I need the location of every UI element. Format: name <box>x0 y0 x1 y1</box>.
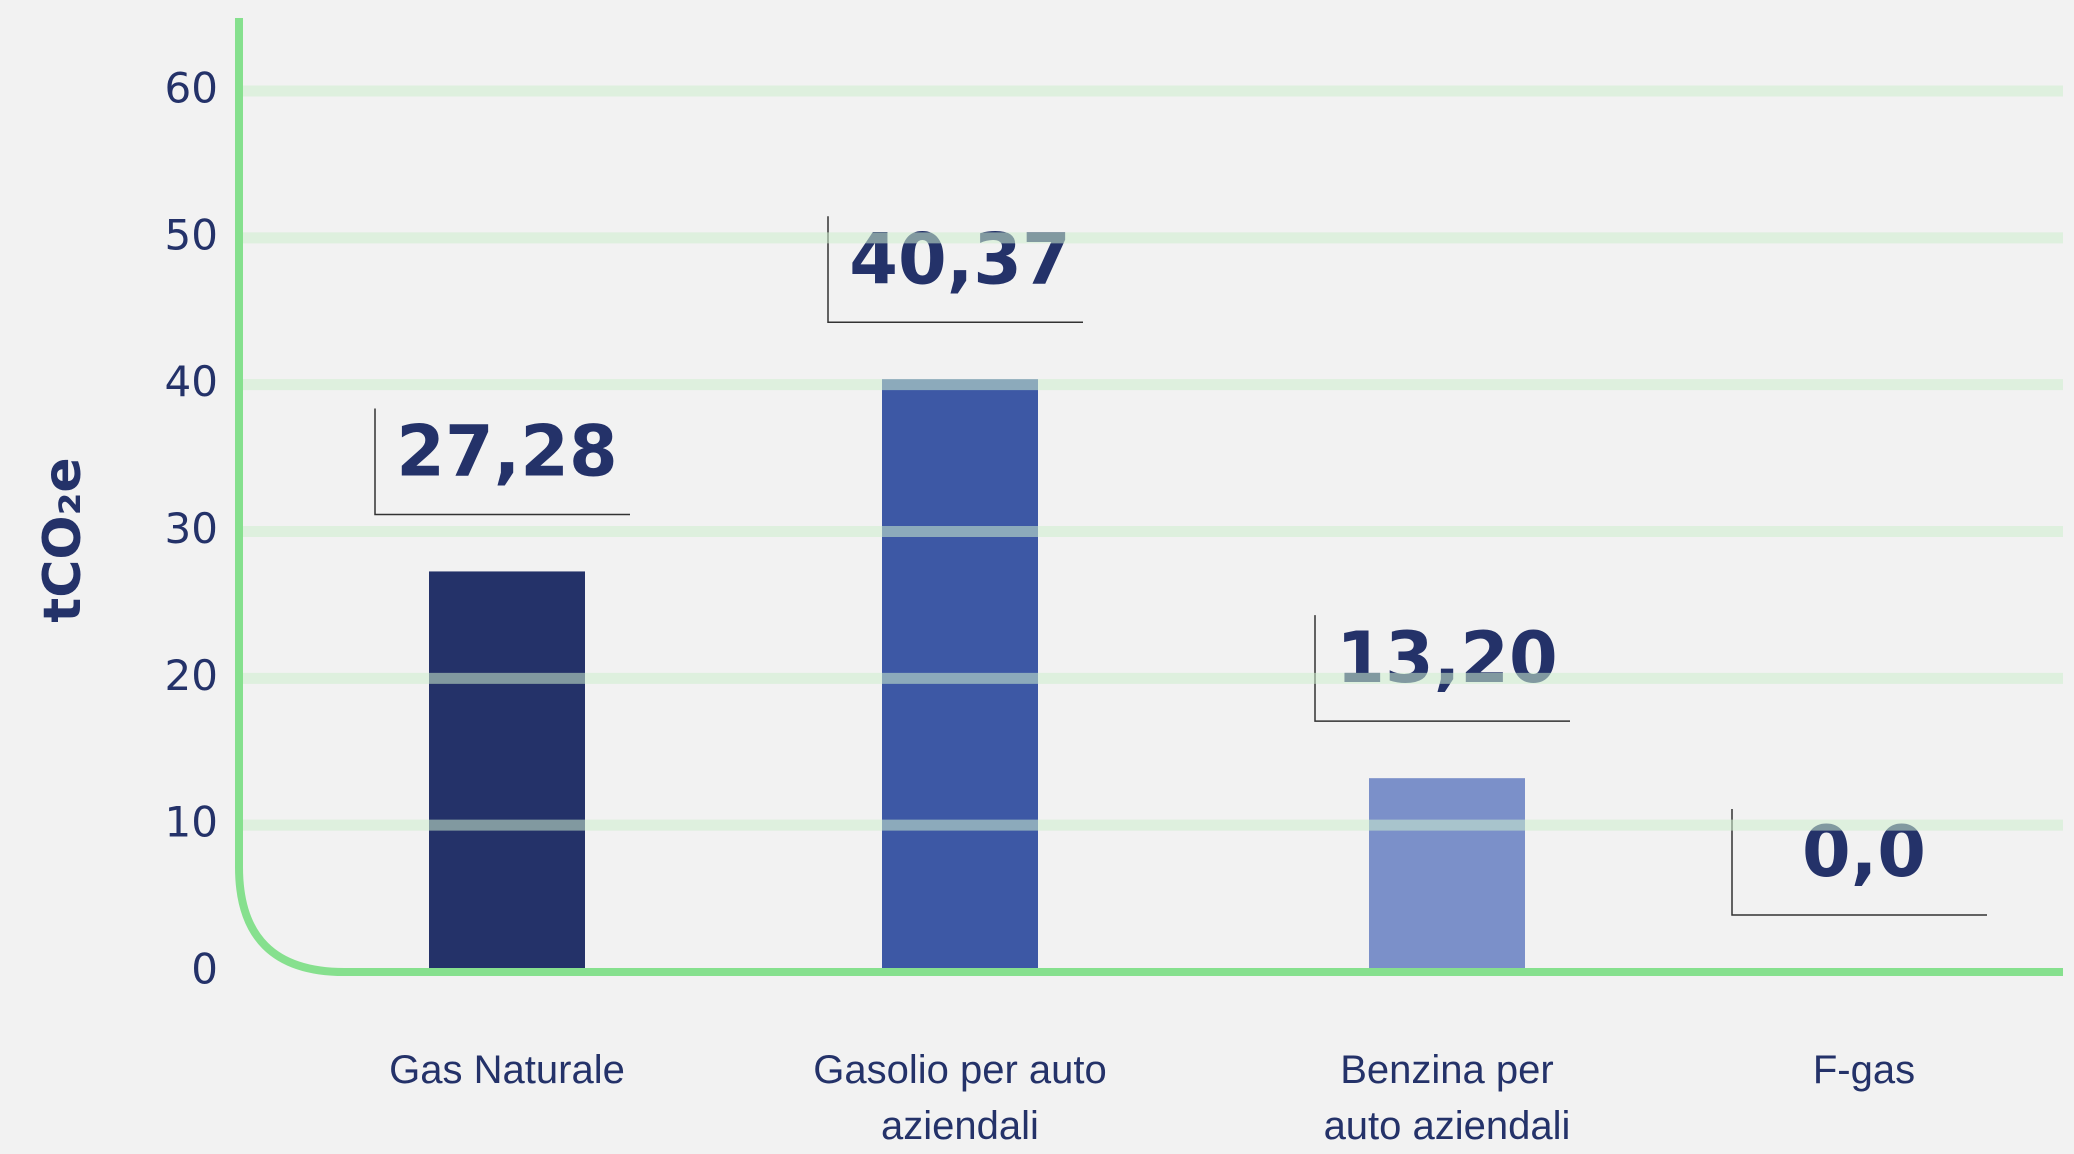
label-bracket <box>374 408 630 516</box>
x-tick-label: F-gas <box>1812 1048 1916 1092</box>
label-bracket <box>1731 809 1987 916</box>
y-tick-label: 50 <box>165 210 218 259</box>
bar <box>429 571 585 972</box>
y-tick-label: 10 <box>165 798 218 847</box>
value-label: 40,37 <box>849 218 1070 300</box>
value-label: 13,20 <box>1336 617 1557 699</box>
label-bracket <box>827 216 1083 323</box>
y-tick-label: 30 <box>165 504 218 553</box>
y-tick-label: 60 <box>165 64 218 113</box>
x-tick-label: Benzina per auto aziendali <box>1323 1048 1571 1148</box>
value-label: 27,28 <box>396 410 617 492</box>
bar <box>1369 778 1525 972</box>
x-tick-label: Gas Naturale <box>389 1048 625 1092</box>
y-axis-title: tCO₂e <box>33 457 93 622</box>
label-bracket <box>1314 615 1570 722</box>
x-tick-label: Gasolio per auto aziendali <box>813 1048 1107 1148</box>
y-tick-label: 0 <box>191 945 218 994</box>
y-tick-label: 20 <box>165 651 218 700</box>
axis-line <box>235 18 2063 976</box>
y-tick-label: 40 <box>165 357 218 406</box>
